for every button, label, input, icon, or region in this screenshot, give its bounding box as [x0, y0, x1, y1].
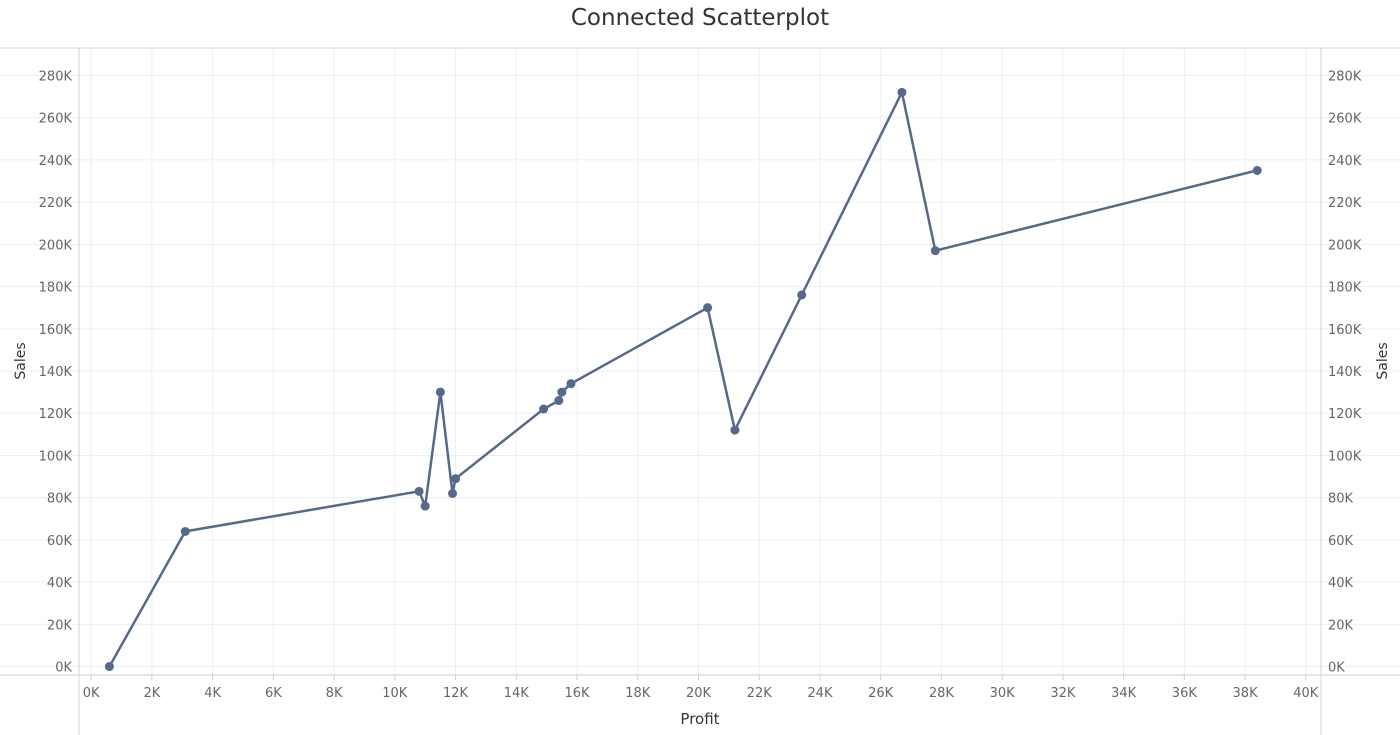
y-tick-label-left: 40K [47, 576, 73, 591]
y-tick-label-right: 240K [1328, 154, 1362, 169]
y-tick-label-left: 100K [39, 449, 73, 464]
x-tick-label: 28K [929, 686, 955, 701]
chart-title: Connected Scatterplot [570, 5, 830, 31]
y-tick-label-left: 280K [39, 69, 73, 84]
y-tick-label-right: 40K [1328, 576, 1354, 591]
x-tick-label: 38K [1233, 686, 1259, 701]
y-axis-label: Sales [13, 342, 29, 379]
y-tick-label-left: 140K [39, 365, 73, 380]
data-point [451, 474, 461, 484]
data-point [797, 290, 807, 300]
y-tick-label-right: 0K [1328, 661, 1345, 676]
data-point [180, 526, 190, 536]
data-point [557, 387, 567, 397]
x-tick-label: 14K [504, 686, 530, 701]
y-tick-label-right: 80K [1328, 492, 1354, 507]
x-tick-label: 34K [1111, 686, 1137, 701]
y-tick-label-left: 160K [39, 323, 73, 338]
y-tick-label-right: 140K [1328, 365, 1362, 380]
x-tick-label: 16K [564, 686, 590, 701]
data-point [414, 486, 424, 496]
y-tick-label-left: 180K [39, 281, 73, 296]
y-tick-label-left: 200K [39, 238, 73, 253]
x-tick-label: 4K [204, 686, 221, 701]
y-tick-label-right: 280K [1328, 69, 1362, 84]
x-tick-label: 10K [382, 686, 408, 701]
y-tick-label-left: 260K [39, 112, 73, 127]
x-tick-label: 6K [265, 686, 282, 701]
data-point [730, 425, 740, 435]
data-point [1252, 165, 1262, 175]
x-tick-label: 18K [625, 686, 651, 701]
data-point [930, 246, 940, 256]
y-tick-label-left: 120K [39, 407, 73, 422]
y-tick-label-left: 60K [47, 534, 73, 549]
data-point [420, 501, 430, 511]
x-tick-label: 12K [443, 686, 469, 701]
x-tick-label: 22K [747, 686, 773, 701]
data-point [566, 379, 576, 389]
y-tick-label-right: 20K [1328, 618, 1354, 633]
y-tick-label-left: 220K [39, 196, 73, 211]
y-tick-label-left: 240K [39, 154, 73, 169]
x-tick-label: 40K [1293, 686, 1319, 701]
tick-labels: 0K 2K 4K 6K 8K 10K 12K 14K 16K 18K 20K 22K 24K 26K 28K… [39, 69, 1362, 701]
x-axis-label: Profit [680, 710, 719, 728]
x-tick-label: 2K [143, 686, 160, 701]
data-point [435, 387, 445, 397]
x-tick-label: 0K [83, 686, 100, 701]
x-tick-label: 8K [326, 686, 343, 701]
x-tick-label: 26K [868, 686, 894, 701]
y-tick-label-left: 80K [47, 492, 73, 507]
data-point [554, 396, 564, 406]
x-tick-label: 32K [1050, 686, 1076, 701]
data-point [703, 303, 713, 313]
gridlines [0, 48, 1400, 680]
data-point [539, 404, 549, 414]
y-tick-label-right: 160K [1328, 323, 1362, 338]
y-tick-label-right: 120K [1328, 407, 1362, 422]
y-tick-label-left: 20K [47, 618, 73, 633]
data-point [448, 488, 458, 498]
y-tick-label-left: 0K [55, 661, 72, 676]
y-tick-label-right: 220K [1328, 196, 1362, 211]
data-point [104, 662, 114, 672]
series-layer [104, 87, 1262, 672]
x-tick-label: 24K [807, 686, 833, 701]
y-tick-label-right: 260K [1328, 112, 1362, 127]
y-tick-label-right: 180K [1328, 281, 1362, 296]
data-point [897, 87, 907, 97]
y-axis-label-right: Sales [1375, 342, 1391, 379]
y-tick-label-right: 100K [1328, 449, 1362, 464]
x-tick-label: 36K [1172, 686, 1198, 701]
series-line [108, 91, 1258, 668]
axis-frame [0, 47, 1400, 735]
y-tick-label-right: 60K [1328, 534, 1354, 549]
x-tick-label: 30K [990, 686, 1016, 701]
x-tick-label: 20K [686, 686, 712, 701]
y-tick-label-right: 200K [1328, 238, 1362, 253]
